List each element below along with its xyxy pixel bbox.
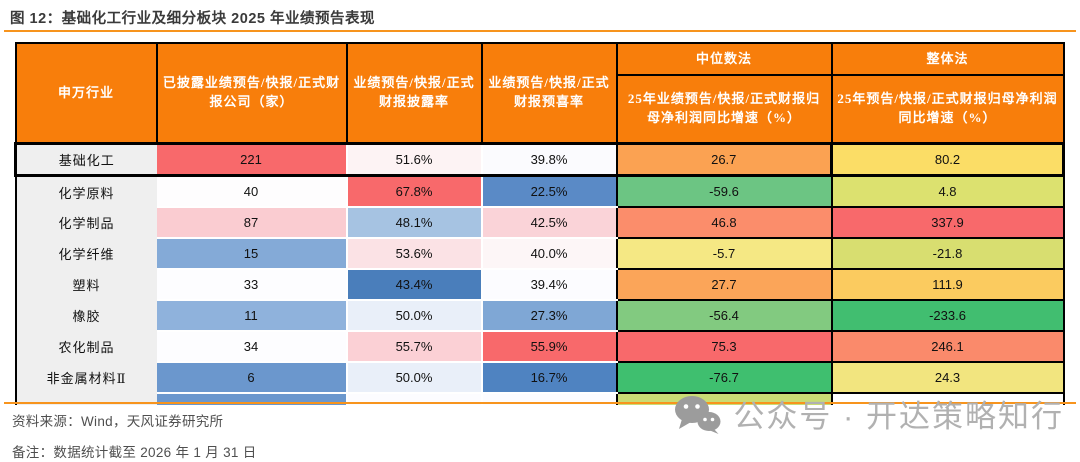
col-header-companies: 已披露业绩预告/快报/正式财报公司（家）: [155, 42, 348, 145]
col-group-overall: 整体法: [830, 42, 1065, 76]
value-cell: 337.9: [830, 206, 1065, 239]
value-cell: 221: [156, 142, 348, 177]
value-cell: 4.8: [830, 174, 1065, 208]
value-cell: -59.6: [615, 174, 833, 208]
industry-label: 农化制品: [14, 331, 157, 362]
industry-label: 化学纤维: [14, 238, 157, 269]
table-header: 申万行业 已披露业绩预告/快报/正式财报公司（家） 业绩预告/快报/正式财报披露…: [14, 42, 1065, 145]
table-row: 非金属材料Ⅱ 6 50.0% 16.7% -76.7 24.3: [14, 361, 1065, 394]
value-cell: -21.8: [830, 237, 1065, 270]
value-cell: 42.5%: [481, 206, 617, 239]
value-cell: 6: [156, 361, 348, 394]
value-cell: 27.7: [615, 268, 833, 301]
table-row: 塑料 33 43.4% 39.4% 27.7 111.9: [14, 268, 1065, 301]
value-cell: 15: [156, 237, 348, 270]
value-cell: 26.7: [615, 142, 833, 177]
value-cell: 67.8%: [346, 174, 483, 208]
value-cell: 16.7%: [481, 361, 617, 394]
value-cell: 87: [156, 206, 348, 239]
value-cell: 40.0%: [481, 237, 617, 270]
value-cell: 55.7%: [346, 330, 483, 363]
value-cell: 50.0%: [346, 361, 483, 394]
data-cutoff-note: 备注：数据统计截至 2026 年 1 月 31 日: [12, 445, 257, 460]
forecast-table: 申万行业 已披露业绩预告/快报/正式财报公司（家） 业绩预告/快报/正式财报披露…: [14, 42, 1065, 405]
value-cell: 40: [156, 174, 348, 208]
value-cell: 51.6%: [346, 142, 483, 177]
col-header-positive-rate: 业绩预告/快报/正式财报预喜率: [480, 42, 618, 145]
footer-divider: [4, 402, 1076, 404]
industry-label: 化学制品: [14, 207, 157, 238]
table-row: 基础化工 221 51.6% 39.8% 26.7 80.2: [14, 142, 1065, 177]
value-cell: -76.7: [615, 361, 833, 394]
col-group-median: 中位数法: [615, 42, 833, 76]
industry-label: 非金属材料Ⅱ: [14, 362, 157, 393]
table-row: 化学制品 87 48.1% 42.5% 46.8 337.9: [14, 206, 1065, 239]
value-cell: 39.8%: [481, 142, 617, 177]
wechat-icon: [675, 395, 721, 434]
value-cell: 43.4%: [346, 268, 483, 301]
table-body: 基础化工 221 51.6% 39.8% 26.7 80.2 化学原料 40 67.8% 22.5…: [14, 142, 1065, 405]
value-cell: 39.4%: [481, 268, 617, 301]
value-cell: 48.1%: [346, 206, 483, 239]
value-cell: -233.6: [830, 299, 1065, 332]
table-row: 农化制品 34 55.7% 55.9% 75.3 246.1: [14, 330, 1065, 363]
value-cell: 46.8: [615, 206, 833, 239]
value-cell: 50.0%: [346, 299, 483, 332]
watermark: 公众号 · 开达策略知行: [673, 391, 1064, 436]
value-cell: 27.3%: [481, 299, 617, 332]
watermark-text: 公众号 · 开达策略知行: [733, 399, 1064, 434]
col-header-overall-desc: 25年预告/快报/正式财报归母净利润同比增速（%）: [830, 74, 1065, 145]
figure-title: 图 12：基础化工行业及细分板块 2025 年业绩预告表现: [10, 11, 375, 27]
col-header-disclosure-rate: 业绩预告/快报/正式财报披露率: [345, 42, 483, 145]
value-cell: 55.9%: [481, 330, 617, 363]
industry-label: 塑料: [14, 269, 157, 300]
industry-label: 化学原料: [14, 175, 157, 207]
source-note: 资料来源：Wind，天风证券研究所: [12, 414, 224, 429]
value-cell: 34: [156, 330, 348, 363]
value-cell: 33: [156, 268, 348, 301]
value-cell: 22.5%: [481, 174, 617, 208]
value-cell: 111.9: [830, 268, 1065, 301]
value-cell: 75.3: [615, 330, 833, 363]
value-cell: 53.6%: [346, 237, 483, 270]
table-row: 化学纤维 15 53.6% 40.0% -5.7 -21.8: [14, 237, 1065, 270]
col-header-median-desc: 25年业绩预告/快报/正式财报归母净利润同比增速（%）: [615, 74, 833, 145]
col-header-industry: 申万行业: [14, 42, 158, 145]
value-cell: 80.2: [830, 142, 1065, 177]
title-divider: [4, 30, 1076, 32]
value-cell: -56.4: [615, 299, 833, 332]
value-cell: 24.3: [830, 361, 1065, 394]
value-cell: 11: [156, 299, 348, 332]
value-cell: -5.7: [615, 237, 833, 270]
industry-label: 橡胶: [14, 300, 157, 331]
value-cell: 246.1: [830, 330, 1065, 363]
table-row: 橡胶 11 50.0% 27.3% -56.4 -233.6: [14, 299, 1065, 332]
industry-label: 基础化工: [14, 142, 157, 177]
table-row: 化学原料 40 67.8% 22.5% -59.6 4.8: [14, 174, 1065, 208]
